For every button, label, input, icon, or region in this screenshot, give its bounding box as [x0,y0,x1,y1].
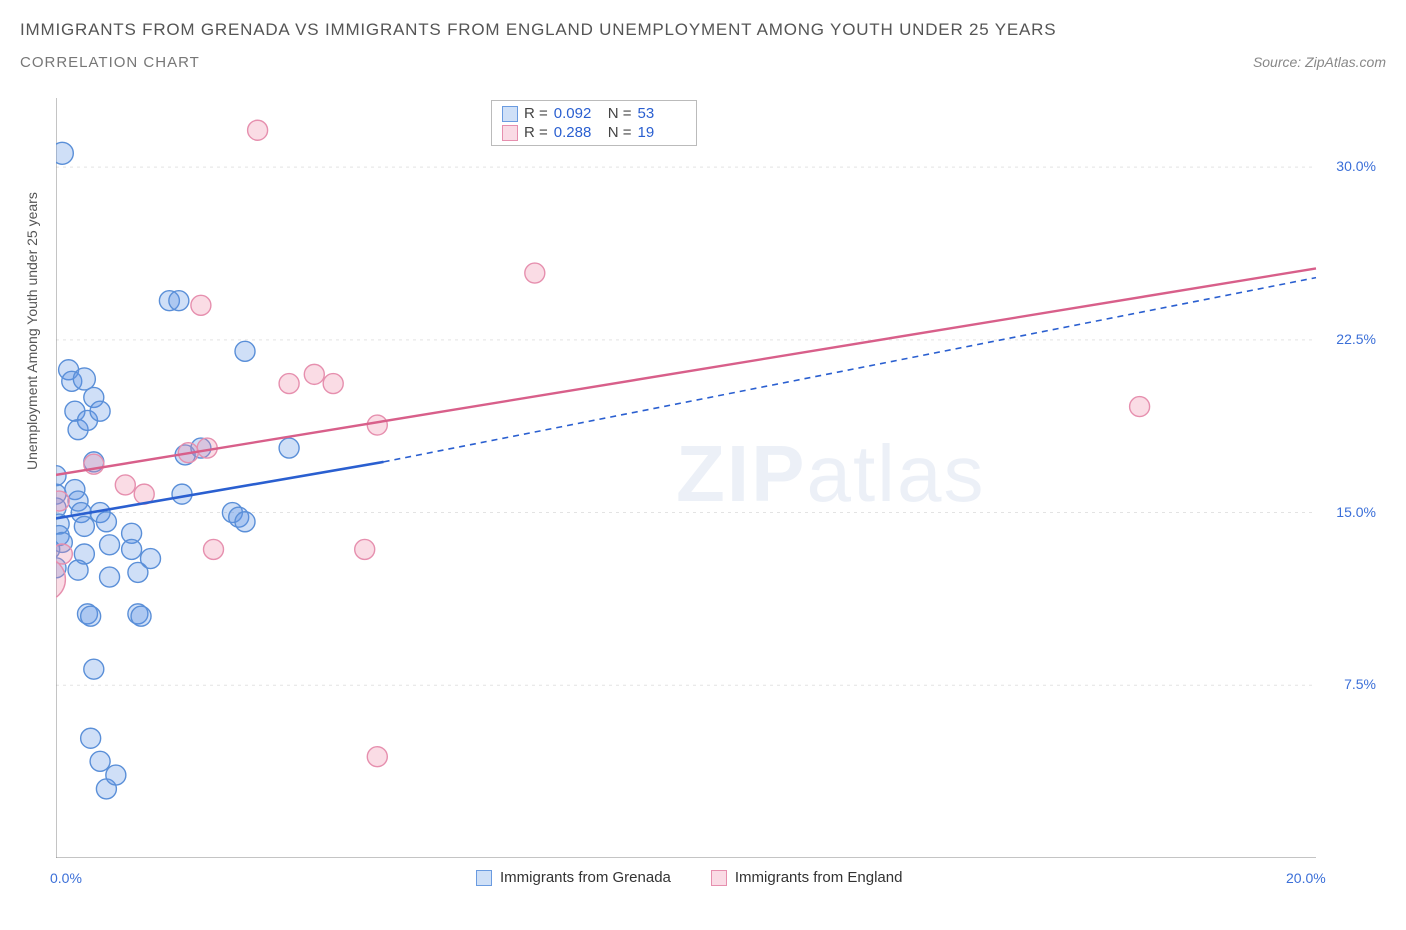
stats-row: R = 0.092 N = 53 [502,105,686,122]
data-point [84,454,104,474]
legend-item: Immigrants from England [711,869,903,886]
data-point [1130,397,1150,417]
data-point [169,291,189,311]
data-point [84,659,104,679]
trend-line-dashed [384,278,1316,462]
data-point [56,491,69,511]
data-point [115,475,135,495]
data-point [81,728,101,748]
stat-r-label: R = [524,124,548,141]
data-point [141,549,161,569]
data-point [191,295,211,315]
subtitle: CORRELATION CHART [20,54,200,71]
data-point [279,438,299,458]
stat-n-label: N = [608,105,632,122]
data-point [100,535,120,555]
data-point [106,765,126,785]
legend-swatch [502,125,518,141]
data-point [68,560,88,580]
stats-legend-box: R = 0.092 N = 53 R = 0.288 N = 19 [491,100,697,146]
data-point [90,751,110,771]
data-point [248,120,268,140]
data-point [56,544,72,564]
data-point [90,401,110,421]
legend-swatch [476,870,492,886]
data-point [525,263,545,283]
legend-item: Immigrants from Grenada [476,869,671,886]
data-point [122,539,142,559]
legend-swatch [711,870,727,886]
bottom-legend: Immigrants from Grenada Immigrants from E… [476,869,902,886]
scatter-plot [56,98,1386,858]
data-point [73,368,95,390]
page-title: IMMIGRANTS FROM GRENADA VS IMMIGRANTS FR… [20,20,1386,40]
stat-n-value: 19 [638,124,686,141]
legend-label: Immigrants from England [735,869,903,886]
data-point [367,747,387,767]
stat-r-value: 0.288 [554,124,602,141]
stats-row: R = 0.288 N = 19 [502,124,686,141]
stat-r-label: R = [524,105,548,122]
data-point [96,512,116,532]
x-tick-label: 0.0% [50,870,82,886]
data-point [100,567,120,587]
stat-n-value: 53 [638,105,686,122]
stat-n-label: N = [608,124,632,141]
title-block: IMMIGRANTS FROM GRENADA VS IMMIGRANTS FR… [0,0,1406,71]
y-tick-label: 22.5% [1336,331,1376,347]
trend-line [56,268,1316,478]
data-point [304,364,324,384]
x-tick-label: 20.0% [1286,870,1326,886]
data-point [355,539,375,559]
source-label: Source: [1253,54,1305,70]
subtitle-row: CORRELATION CHART Source: ZipAtlas.com [20,54,1386,71]
y-tick-label: 30.0% [1336,158,1376,174]
legend-swatch [502,106,518,122]
stat-r-value: 0.092 [554,105,602,122]
data-point [235,512,255,532]
chart-area: R = 0.092 N = 53 R = 0.288 N = 19 ZIPatl… [56,98,1386,858]
data-point [204,539,224,559]
source-credit: Source: ZipAtlas.com [1253,54,1386,70]
y-tick-label: 7.5% [1344,676,1376,692]
y-axis-label: Unemployment Among Youth under 25 years [24,192,40,470]
data-point [56,142,73,164]
data-point [279,374,299,394]
data-point [81,606,101,626]
source-name: ZipAtlas.com [1305,54,1386,70]
data-point [172,484,192,504]
data-point [367,415,387,435]
data-point [74,516,94,536]
data-point [323,374,343,394]
y-tick-label: 15.0% [1336,504,1376,520]
data-point [131,606,151,626]
legend-label: Immigrants from Grenada [500,869,671,886]
data-point [235,341,255,361]
